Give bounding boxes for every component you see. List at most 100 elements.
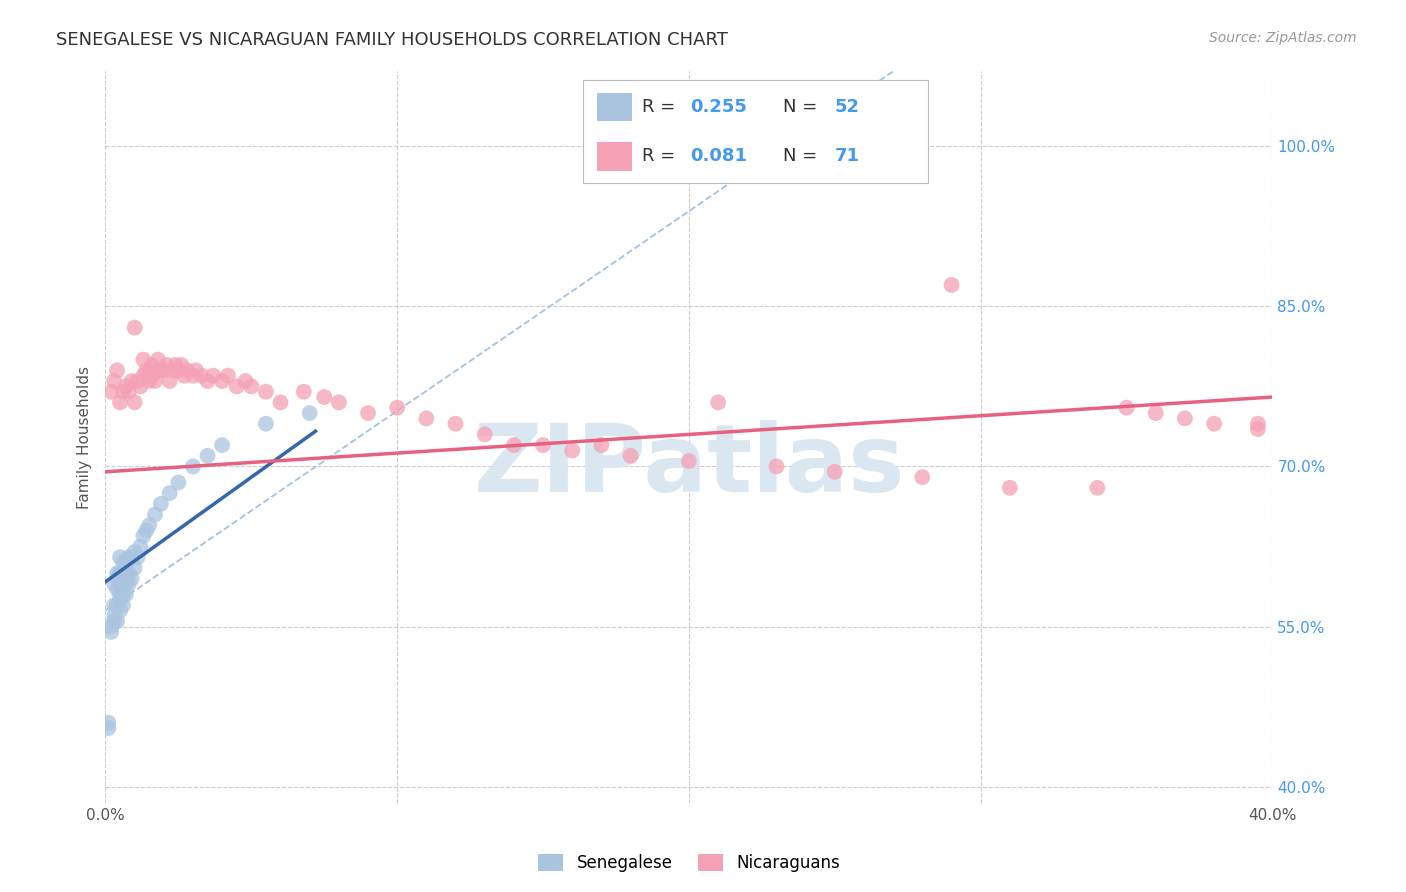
Point <box>235 374 257 388</box>
Text: ZIPatlas: ZIPatlas <box>474 420 904 512</box>
Point <box>111 566 134 581</box>
Point <box>328 395 350 409</box>
Point <box>115 556 138 570</box>
Text: N =: N = <box>783 147 824 165</box>
Point <box>1115 401 1137 415</box>
Point <box>115 588 138 602</box>
Point <box>561 443 583 458</box>
Point <box>100 624 122 639</box>
Point <box>173 368 195 383</box>
Point <box>240 379 263 393</box>
Point <box>167 475 190 490</box>
Point <box>129 379 152 393</box>
Point <box>103 599 125 613</box>
Point <box>502 438 524 452</box>
Point <box>197 449 219 463</box>
Point <box>911 470 934 484</box>
Point <box>105 566 128 581</box>
Point <box>146 352 169 367</box>
Point <box>115 379 138 393</box>
Point <box>138 518 160 533</box>
Point <box>121 550 143 565</box>
Point <box>111 577 134 591</box>
Point <box>108 572 131 586</box>
Point <box>105 599 128 613</box>
Point <box>415 411 437 425</box>
Point <box>141 358 163 372</box>
Point <box>105 614 128 628</box>
Point <box>118 384 141 399</box>
Point <box>298 406 321 420</box>
Point <box>115 566 138 581</box>
Point <box>254 384 277 399</box>
Point <box>111 599 134 613</box>
Point <box>108 566 131 581</box>
Point <box>197 374 219 388</box>
Point <box>181 368 204 383</box>
Point <box>118 566 141 581</box>
Point <box>135 524 157 538</box>
FancyBboxPatch shape <box>598 142 631 170</box>
Point <box>159 374 181 388</box>
Point <box>111 384 134 399</box>
Point <box>138 363 160 377</box>
Text: R =: R = <box>643 147 681 165</box>
Point <box>108 588 131 602</box>
Point <box>108 395 131 409</box>
Point <box>998 481 1021 495</box>
Text: SENEGALESE VS NICARAGUAN FAMILY HOUSEHOLDS CORRELATION CHART: SENEGALESE VS NICARAGUAN FAMILY HOUSEHOL… <box>56 31 728 49</box>
Point <box>127 550 149 565</box>
Point <box>1202 417 1225 431</box>
Point <box>138 374 160 388</box>
Point <box>149 497 172 511</box>
Point <box>1174 411 1197 425</box>
Text: 0.255: 0.255 <box>690 98 747 116</box>
Point <box>143 374 166 388</box>
Point <box>97 715 120 730</box>
Point <box>357 406 380 420</box>
Point <box>211 438 233 452</box>
Point <box>115 577 138 591</box>
Text: 52: 52 <box>835 98 860 116</box>
Point <box>103 374 125 388</box>
Point <box>105 363 128 377</box>
Point <box>100 619 122 633</box>
Text: Source: ZipAtlas.com: Source: ZipAtlas.com <box>1209 31 1357 45</box>
Point <box>941 277 963 292</box>
Text: 71: 71 <box>835 147 860 165</box>
Point <box>678 454 700 468</box>
Point <box>105 572 128 586</box>
Point <box>105 582 128 597</box>
Point <box>167 363 190 377</box>
Point <box>202 368 225 383</box>
Point <box>292 384 315 399</box>
Point <box>531 438 554 452</box>
Point <box>707 395 730 409</box>
Point <box>314 390 336 404</box>
Point <box>121 374 143 388</box>
Point <box>217 368 239 383</box>
Point <box>385 401 408 415</box>
Point <box>444 417 467 431</box>
Point <box>474 427 496 442</box>
Point <box>165 358 187 372</box>
Point <box>124 545 146 559</box>
Point <box>211 374 233 388</box>
Point <box>146 363 169 377</box>
Y-axis label: Family Households: Family Households <box>76 366 91 508</box>
Point <box>115 572 138 586</box>
Text: 0.081: 0.081 <box>690 147 747 165</box>
Point <box>1247 422 1270 436</box>
Point <box>111 556 134 570</box>
Point <box>124 561 146 575</box>
Point <box>269 395 292 409</box>
Text: R =: R = <box>643 98 681 116</box>
Point <box>143 508 166 522</box>
Point <box>108 550 131 565</box>
Point <box>121 572 143 586</box>
Point <box>1085 481 1108 495</box>
Point <box>97 721 120 735</box>
Point <box>1247 417 1270 431</box>
Point <box>124 320 146 334</box>
Point <box>181 459 204 474</box>
